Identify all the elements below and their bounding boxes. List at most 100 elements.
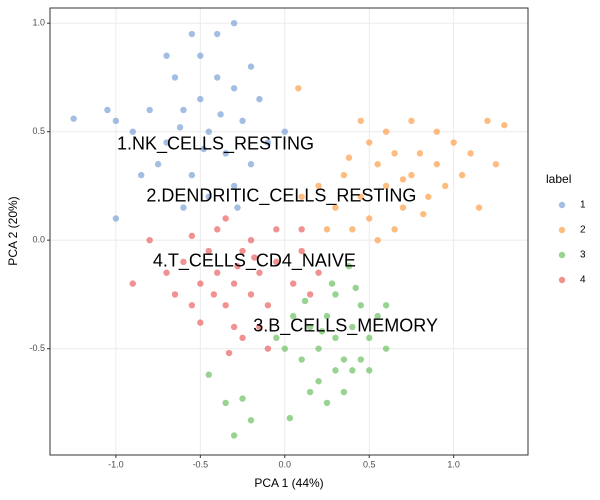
point <box>484 117 491 125</box>
point <box>214 269 221 276</box>
point <box>197 52 204 59</box>
point <box>357 193 364 200</box>
annotation: 4.T_CELLS_CD4_NAIVE <box>153 251 356 272</box>
point <box>171 291 179 298</box>
point <box>214 74 221 81</box>
legend-label: 2 <box>580 225 586 236</box>
point <box>210 291 218 298</box>
y-tick-label: 1.0 <box>32 18 45 28</box>
point <box>366 139 373 146</box>
point <box>273 258 280 266</box>
point <box>230 85 238 92</box>
point <box>315 269 322 276</box>
point <box>230 323 238 331</box>
point <box>234 263 241 270</box>
point <box>256 323 263 331</box>
point <box>323 226 331 233</box>
point <box>239 395 246 402</box>
point <box>408 171 415 179</box>
point <box>163 139 170 146</box>
point <box>222 215 229 222</box>
point <box>163 52 170 59</box>
y-tick-label: 0.5 <box>32 126 45 136</box>
point <box>146 106 153 114</box>
point <box>450 139 457 146</box>
point <box>247 161 255 168</box>
point <box>138 171 145 179</box>
point <box>345 263 353 270</box>
point <box>306 388 314 396</box>
point <box>251 254 258 261</box>
point <box>286 414 294 422</box>
x-axis-title: PCA 1 (44%) <box>254 476 323 490</box>
point <box>230 432 238 439</box>
legend-swatch <box>558 276 566 284</box>
point <box>129 128 136 135</box>
point <box>205 371 212 378</box>
point <box>340 356 348 363</box>
point <box>180 106 187 114</box>
point <box>197 95 204 103</box>
point <box>318 328 326 335</box>
point <box>239 334 246 342</box>
legend-label: 1 <box>580 200 586 211</box>
point <box>239 117 246 125</box>
x-tick-label: -0.5 <box>193 459 209 469</box>
point <box>188 302 196 309</box>
point <box>399 176 407 183</box>
point <box>197 280 204 287</box>
point <box>399 204 407 211</box>
point <box>492 161 500 168</box>
point <box>357 356 364 363</box>
point <box>290 280 297 287</box>
point <box>70 115 77 122</box>
legend-swatch <box>558 201 566 209</box>
point <box>188 30 196 38</box>
legend-swatch <box>558 251 566 259</box>
point <box>188 232 196 240</box>
point <box>214 226 221 233</box>
annotation: 3.B_CELLS_MEMORY <box>253 316 438 337</box>
point <box>247 63 255 70</box>
point <box>264 345 272 352</box>
point <box>230 182 238 190</box>
point <box>222 150 229 157</box>
point <box>433 161 440 168</box>
point <box>180 258 187 266</box>
legend-title: label <box>546 172 571 186</box>
point <box>230 280 238 287</box>
point <box>129 280 136 287</box>
legend-label: 3 <box>580 250 586 261</box>
point <box>298 247 305 255</box>
point <box>501 121 508 129</box>
point <box>425 193 432 200</box>
point <box>234 204 241 211</box>
point <box>391 226 398 233</box>
point <box>256 95 263 103</box>
y-tick-label: 0.0 <box>32 235 45 245</box>
panel-border <box>49 7 529 456</box>
point <box>433 128 440 135</box>
point <box>298 356 305 363</box>
point <box>180 204 187 211</box>
point <box>306 291 314 298</box>
point <box>328 280 336 287</box>
point <box>382 345 390 352</box>
panel <box>50 8 528 455</box>
point <box>205 128 212 135</box>
point <box>349 367 356 374</box>
point <box>306 323 314 331</box>
point <box>340 171 348 179</box>
point <box>349 323 356 331</box>
point <box>323 312 331 320</box>
legend-label: 4 <box>580 275 586 286</box>
point <box>352 284 359 292</box>
x-tick-label: 1.0 <box>447 459 460 469</box>
legend-swatch <box>558 226 566 234</box>
point <box>315 378 322 385</box>
point <box>205 247 212 255</box>
point <box>200 145 207 153</box>
point <box>298 226 305 233</box>
point <box>332 367 339 374</box>
